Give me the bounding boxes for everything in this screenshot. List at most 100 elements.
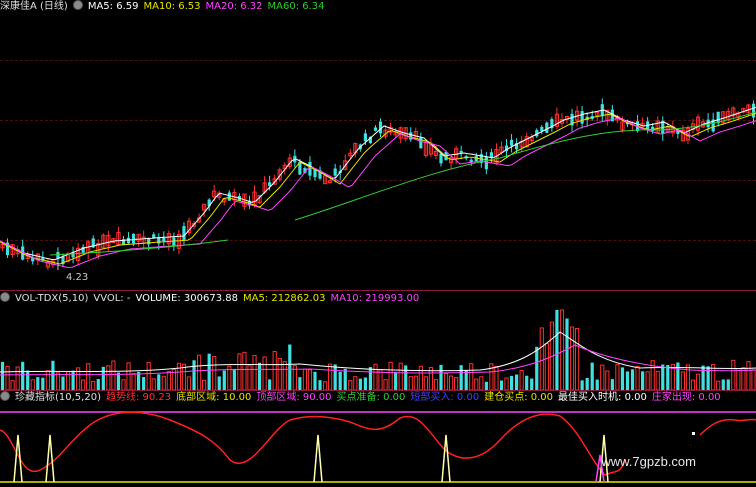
volume-bar-down <box>368 367 373 390</box>
candle-up <box>348 152 353 157</box>
volume-bar-down <box>142 377 146 390</box>
bottom-zone-value: 底部区域: 10.00 <box>176 392 252 403</box>
candle-down <box>31 257 35 262</box>
volume-bar-down <box>530 378 534 390</box>
candle-down <box>61 256 65 265</box>
candle-up <box>343 160 348 171</box>
candle-down <box>515 143 519 150</box>
volume-bar-down <box>459 365 463 390</box>
candle-down <box>182 226 186 240</box>
volume-bar-down <box>101 366 105 390</box>
candlestick-plot <box>0 98 756 270</box>
volume-bar-down <box>338 371 342 390</box>
volume-bar-up <box>126 362 131 390</box>
volume-bar-up <box>121 379 126 390</box>
candle-up <box>388 126 393 133</box>
price-header: 深康佳A (日线) MA5: 6.59 MA10: 6.53 MA20: 6.32 MA… <box>0 0 330 13</box>
volume-bar-down <box>51 360 55 390</box>
indicator-chart-pane[interactable]: 珍藏指标(10,5,20) 趋势线: 90.23 底部区域: 10.00 顶部区域: … <box>0 390 756 487</box>
volume-bar-down <box>721 379 725 390</box>
volume-bar-down <box>580 380 584 390</box>
volume-bar-up <box>746 361 751 390</box>
candle-down <box>474 156 478 162</box>
ma20-value: MA20: 6.32 <box>205 1 263 12</box>
candle-up <box>322 175 328 185</box>
settings-dot-icon[interactable] <box>72 0 83 10</box>
volume-bar-up <box>151 378 156 390</box>
candle-up <box>101 234 106 249</box>
volume-bar-up <box>176 362 182 390</box>
marker-dot <box>692 432 695 435</box>
volume-bar-up <box>433 379 439 390</box>
volume-bar-up <box>388 361 393 390</box>
volume-bar-up <box>494 365 499 390</box>
settings-dot-icon[interactable] <box>0 292 10 302</box>
candle-down <box>313 169 317 178</box>
volume-bar-down <box>358 378 362 390</box>
candle-up <box>448 157 454 164</box>
candle-down <box>545 122 549 133</box>
watermark: www.7gpzb.com <box>601 454 696 469</box>
volume-bar-down <box>641 371 645 390</box>
ma60-line <box>49 239 229 256</box>
volume-bar-down <box>0 361 5 390</box>
volume-bar-up <box>5 365 10 390</box>
volume-bar-up <box>237 353 242 390</box>
grid-line <box>0 120 756 121</box>
volume-bar-down <box>726 379 730 390</box>
vol-ma5-value: MA5: 212862.03 <box>242 293 326 304</box>
candle-down <box>373 127 378 131</box>
candle-down <box>152 234 156 239</box>
volume-bar-up <box>408 376 413 390</box>
candle-down <box>207 199 211 207</box>
volume-bar-up <box>635 365 640 390</box>
volume-bar-down <box>96 378 100 390</box>
volume-bar-down <box>313 371 317 390</box>
candle-up <box>186 220 192 233</box>
price-chart-pane[interactable]: 深康佳A (日线) MA5: 6.59 MA10: 6.53 MA20: 6.32 MA… <box>0 0 756 290</box>
dealer-value: 庄家出现: 0.00 <box>651 392 721 403</box>
volume-bar-up <box>10 380 15 390</box>
volume-chart-pane[interactable]: VOL-TDX(5,10) VVOL: - VOLUME: 300673.88 MA5… <box>0 290 756 390</box>
volume-bar-up <box>353 376 358 390</box>
volume-bar-up <box>181 363 187 390</box>
volume-bar-up <box>227 365 232 390</box>
candle-down <box>535 129 539 137</box>
low-price-marker: 4.23 <box>66 272 89 283</box>
indicator-name: 珍藏指标(10,5,20) <box>15 392 101 403</box>
candle-down <box>363 133 367 142</box>
volume-bar-down <box>192 360 196 390</box>
volume-bar-up <box>504 377 509 390</box>
volume-bar-up <box>655 370 660 390</box>
candle-up <box>494 149 499 164</box>
volume-bar-up <box>262 356 267 390</box>
volume-bar-down <box>630 369 635 390</box>
candle-down <box>676 130 680 135</box>
volume-bar-up <box>479 376 484 390</box>
settings-dot-icon[interactable] <box>0 391 10 401</box>
volume-bar-up <box>292 365 297 390</box>
volume-bar-up <box>86 363 91 390</box>
volume-bar-up <box>15 366 20 390</box>
volume-bar-down <box>137 371 141 390</box>
volume-bar-up <box>131 373 136 390</box>
volume-bar-down <box>268 379 272 390</box>
candle-down <box>646 121 650 131</box>
volume-bar-up <box>302 368 308 390</box>
volume-bar-up <box>282 361 287 390</box>
volume-bar-up <box>242 351 247 390</box>
volume-bar-up <box>605 370 610 390</box>
volume-bar-up <box>413 375 418 390</box>
volume-bar-down <box>499 380 504 390</box>
volume-bar-up <box>418 365 423 390</box>
ma5-line <box>0 106 756 261</box>
candle-down <box>716 111 720 124</box>
volume-bar-up <box>252 354 257 390</box>
candle-down <box>489 152 493 159</box>
candle-down <box>419 137 423 149</box>
volume-bar-up <box>751 369 756 390</box>
candle-up <box>680 129 686 142</box>
candle-down <box>368 136 373 144</box>
volume-value: VOLUME: 300673.88 <box>135 293 238 304</box>
dealer-signal-spike <box>595 454 605 483</box>
